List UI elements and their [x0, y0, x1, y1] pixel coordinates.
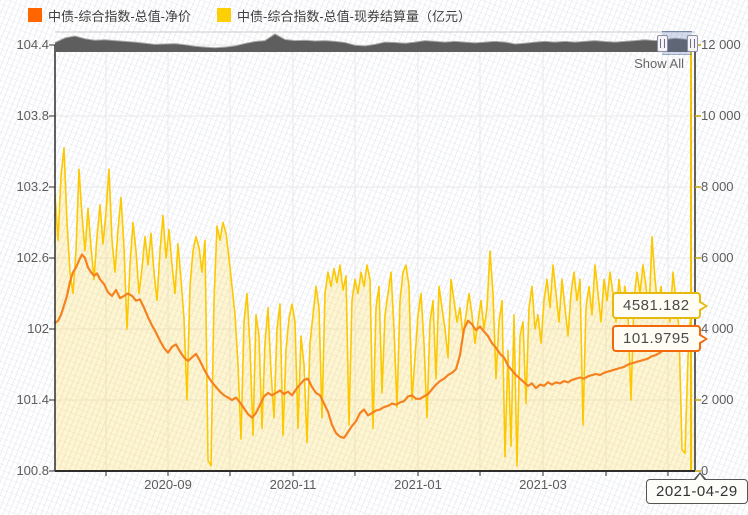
x-axis-label: 2021-03 [519, 477, 567, 492]
left-y-axis-label: 103.8 [16, 108, 49, 123]
right-y-axis-label: 12 000 [701, 37, 741, 52]
right-y-axis-label: 4 000 [701, 321, 734, 336]
navigator-right-handle[interactable] [687, 35, 698, 52]
navigator-left-handle[interactable] [657, 35, 668, 52]
left-y-axis-label: 101.4 [16, 392, 49, 407]
right-y-axis-label: 0 [701, 463, 709, 478]
volume-series-swatch-icon [217, 8, 231, 22]
x-axis-label: 2021-01 [394, 477, 442, 492]
right-y-axis-label: 2 000 [701, 392, 734, 407]
navigator-mini-chart-outline [54, 33, 696, 49]
date-crosshair-label: 2021-04-29 [646, 472, 748, 504]
legend-item-price[interactable]: 中债-综合指数-总值-净价 [28, 6, 191, 25]
left-y-axis-label: 102.6 [16, 250, 49, 265]
navigator-mini-chart[interactable] [55, 34, 695, 52]
x-axis-label: 2020-11 [269, 477, 317, 492]
left-y-axis-label: 103.2 [16, 179, 49, 194]
price-crosshair-tooltip: 101.9795 [612, 325, 708, 352]
legend-item-volume[interactable]: 中债-综合指数-总值-现券结算量（亿元） [217, 6, 471, 25]
right-y-axis-label: 8 000 [701, 179, 734, 194]
legend-label-price: 中债-综合指数-总值-净价 [48, 8, 191, 24]
volume-crosshair-tooltip: 4581.182 [612, 292, 708, 319]
legend-label-volume: 中债-综合指数-总值-现券结算量（亿元） [237, 8, 471, 24]
volume-area-series [55, 147, 695, 471]
left-y-axis-label: 104.4 [16, 37, 49, 52]
price-line-series [54, 253, 692, 439]
volume-line-series [54, 147, 692, 467]
show-all-button[interactable]: Show All [634, 56, 684, 71]
price-series-swatch-icon [28, 8, 42, 22]
left-y-axis-label: 102 [27, 321, 49, 336]
left-y-axis-label: 100.8 [16, 463, 49, 478]
right-y-axis-label: 10 000 [701, 108, 741, 123]
legend: 中债-综合指数-总值-净价 中债-综合指数-总值-现券结算量（亿元） [28, 6, 471, 24]
x-axis-label: 2020-09 [144, 477, 192, 492]
right-y-axis-label: 6 000 [701, 250, 734, 265]
